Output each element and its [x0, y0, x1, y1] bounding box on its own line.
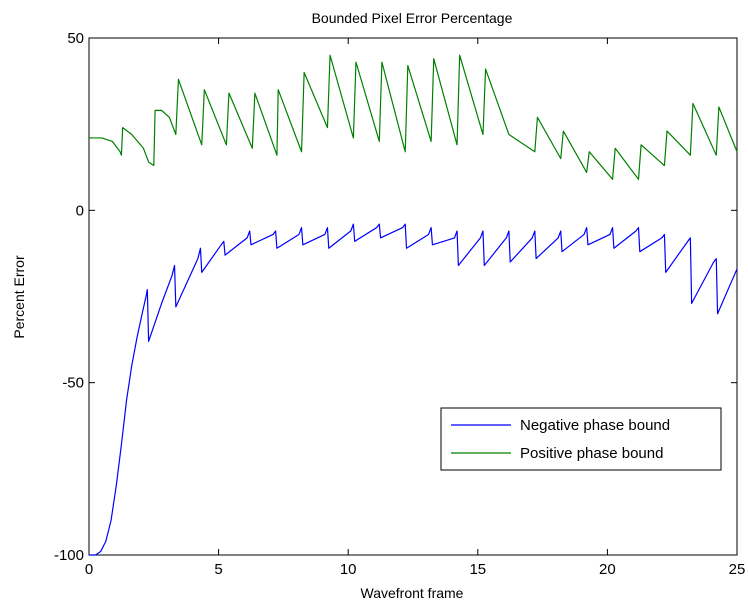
x-tick-label: 20	[599, 561, 616, 578]
x-axis-label: Wavefront frame	[361, 585, 464, 601]
chart-title: Bounded Pixel Error Percentage	[312, 10, 513, 26]
x-tick-label: 0	[85, 561, 93, 578]
x-tick-label: 5	[214, 561, 222, 578]
legend-label-positive: Positive phase bound	[520, 445, 663, 462]
y-axis-label: Percent Error	[11, 255, 27, 339]
x-tick-label: 25	[729, 561, 746, 578]
legend-label-negative: Negative phase bound	[520, 417, 670, 434]
y-tick-label: -100	[54, 547, 84, 564]
y-tick-label: 50	[67, 30, 84, 47]
x-tick-label: 10	[340, 561, 357, 578]
plot-area	[89, 38, 737, 555]
y-tick-label: 0	[76, 202, 84, 219]
x-tick-label: 15	[469, 561, 486, 578]
legend: Negative phase bound Positive phase boun…	[441, 408, 721, 470]
y-tick-label: -50	[62, 375, 84, 392]
